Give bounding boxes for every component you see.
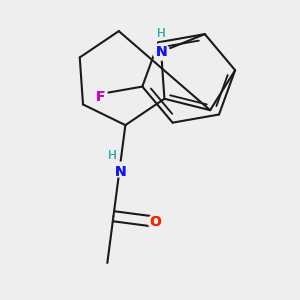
Circle shape xyxy=(153,44,169,60)
Text: F: F xyxy=(96,90,105,104)
Text: N: N xyxy=(155,45,167,59)
Text: F: F xyxy=(96,90,105,104)
Text: H: H xyxy=(108,149,116,162)
Circle shape xyxy=(148,214,163,229)
Text: N: N xyxy=(115,166,127,179)
Circle shape xyxy=(112,162,127,177)
Text: O: O xyxy=(150,215,161,229)
Text: N: N xyxy=(115,166,127,179)
Text: H: H xyxy=(157,27,166,40)
Text: O: O xyxy=(150,215,161,229)
Circle shape xyxy=(94,87,107,101)
Text: N: N xyxy=(155,45,167,59)
Text: H: H xyxy=(157,27,166,40)
Text: H: H xyxy=(108,149,116,162)
